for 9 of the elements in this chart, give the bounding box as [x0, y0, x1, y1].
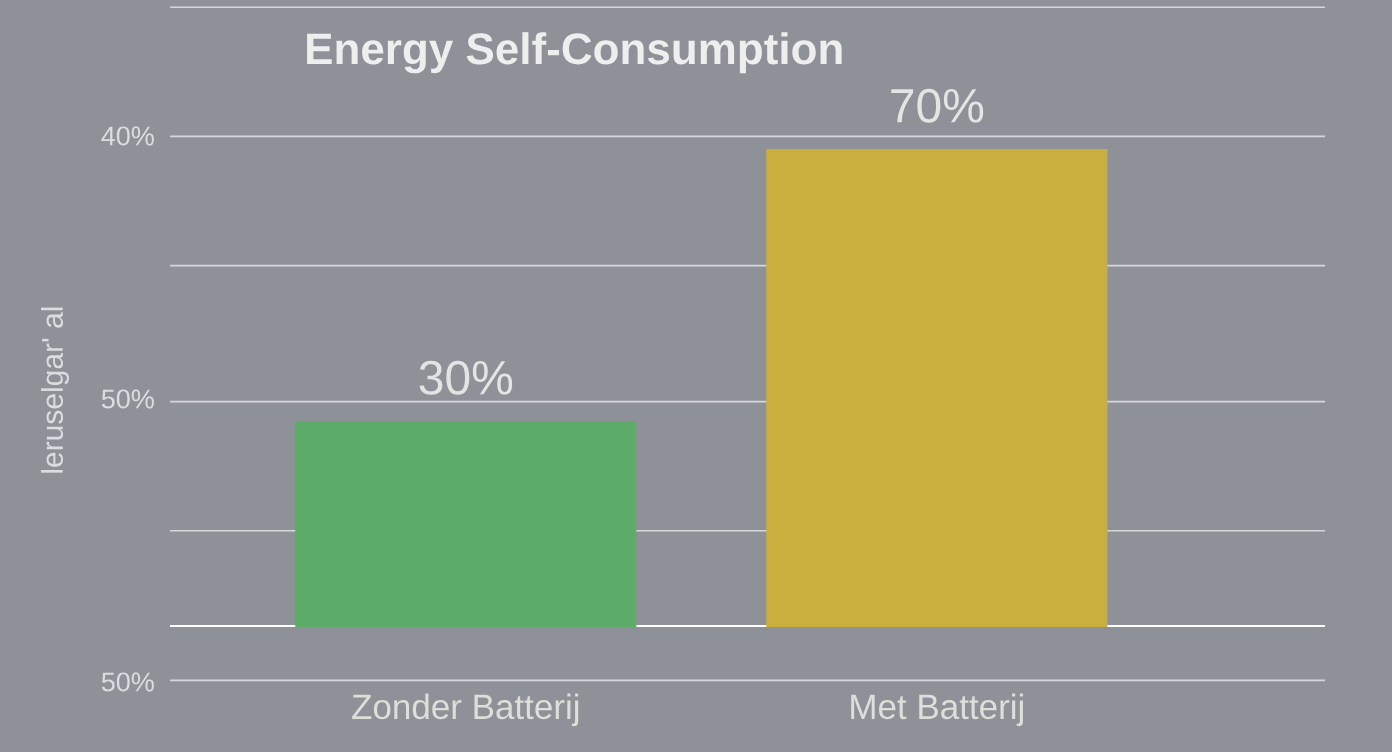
y-axis-title: leruselgar' al	[41, 307, 69, 473]
x-tick-label: Zonder Batterij	[352, 693, 579, 727]
x-tick-label: Met Batterij	[851, 693, 1023, 727]
data-label: 70%	[891, 88, 984, 123]
text: 50%	[101, 672, 154, 692]
text: Energy Self-Consumption	[307, 32, 842, 74]
text: 50%	[101, 389, 154, 409]
text: 40%	[101, 126, 154, 146]
data-label: 30%	[419, 360, 513, 395]
